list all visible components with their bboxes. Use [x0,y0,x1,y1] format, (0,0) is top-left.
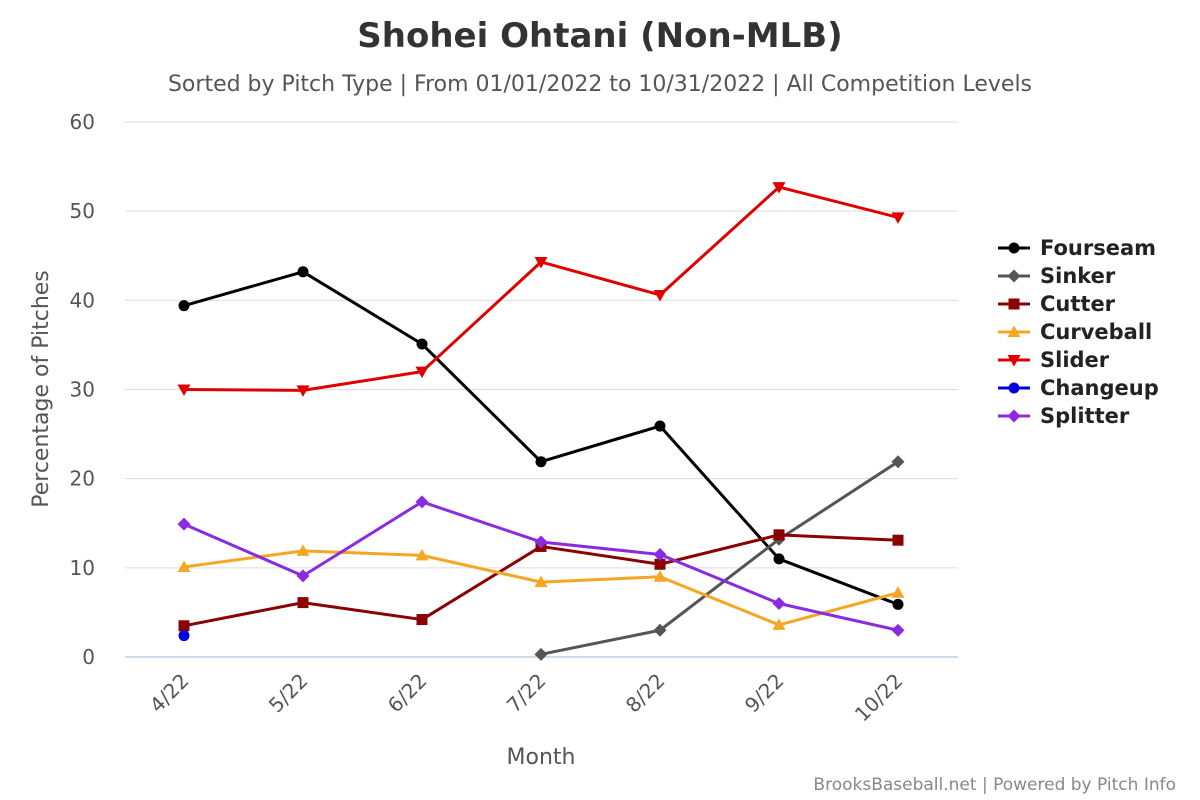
data-point-splitter [891,623,905,637]
data-point-curveball [653,570,667,582]
data-point-splitter [534,535,548,549]
series-curveball [177,544,905,630]
x-axis-ticks: 4/22 5/22 6/22 7/22 8/22 9/22 10/22 [145,669,908,727]
series-line-sinker [539,460,900,656]
data-point-cutter [297,597,309,609]
data-point-cutter [178,620,190,632]
legend-marker-fourseam [1008,242,1020,254]
x-tick-label: 6/22 [383,669,432,718]
legend-marker-splitter [1007,409,1021,423]
credit-text: BrooksBaseball.net | Powered by Pitch In… [813,775,1176,795]
data-point-curveball [296,544,310,556]
data-point-fourseam [654,420,666,432]
x-tick-label: 9/22 [740,669,789,718]
data-point-slider [534,256,548,269]
legend-item-slider[interactable]: Slider [998,348,1110,372]
data-point-curveball [534,575,548,588]
data-point-slider [415,366,429,379]
data-point-slider [891,212,905,224]
x-tick-label: 4/22 [145,669,194,718]
y-tick-label: 20 [70,467,95,491]
data-point-fourseam [773,553,785,565]
y-tick-label: 0 [82,645,95,669]
data-point-fourseam [535,456,547,468]
data-point-fourseam [892,598,904,610]
data-point-cutter [892,534,904,546]
legend-marker-cutter [1008,298,1020,310]
legend-item-changeup[interactable]: Changeup [998,376,1159,400]
series-line-fourseam [182,270,900,606]
legend-label: Changeup [1040,376,1159,400]
data-point-splitter [177,517,191,531]
series-line-slider [182,185,900,392]
legend-label: Cutter [1040,292,1116,316]
data-point-changeup [178,630,190,642]
y-tick-label: 30 [70,378,95,402]
data-point-curveball [415,548,429,561]
legend-label: Slider [1040,348,1110,372]
chart-subtitle: Sorted by Pitch Type | From 01/01/2022 t… [168,72,1032,97]
data-point-splitter [415,495,429,509]
y-axis-ticks: 0 10 20 30 40 50 60 [70,110,95,669]
data-point-sinker [534,647,548,661]
data-point-curveball [772,618,786,630]
series-slider [177,182,905,397]
legend-marker-changeup [1008,382,1020,394]
series-fourseam [178,266,904,610]
legend-item-splitter[interactable]: Splitter [998,404,1130,428]
legend-item-curveball[interactable]: Curveball [998,320,1152,344]
y-tick-label: 40 [70,288,95,312]
chart-title: Shohei Ohtani (Non-MLB) [357,16,842,56]
legend-marker-curveball [1007,325,1021,337]
legend-item-cutter[interactable]: Cutter [998,292,1116,316]
legend-item-sinker[interactable]: Sinker [998,264,1116,288]
legend-marker-sinker [1007,269,1021,283]
data-point-splitter [772,597,786,610]
data-point-fourseam [178,300,190,312]
x-tick-label: 8/22 [621,669,670,718]
legend-label: Fourseam [1040,236,1156,260]
series-lines [177,182,905,661]
y-axis-label: Percentage of Pitches [29,270,54,508]
legend-label: Splitter [1040,404,1130,428]
legend-label: Curveball [1040,320,1152,344]
data-point-slider [296,385,310,397]
data-point-slider [772,182,786,194]
data-point-slider [177,384,191,396]
data-point-splitter [296,569,310,583]
data-point-sinker [653,623,667,637]
data-point-curveball [891,586,905,598]
x-tick-label: 5/22 [264,669,313,718]
y-tick-label: 50 [70,199,95,223]
data-point-cutter [416,614,428,626]
data-point-fourseam [297,266,309,278]
data-point-splitter [653,547,667,561]
series-sinker [534,455,905,661]
legend-item-fourseam[interactable]: Fourseam [998,236,1156,260]
series-line-splitter [182,500,900,632]
y-tick-label: 10 [70,556,95,580]
series-splitter [177,495,905,637]
data-point-sinker [891,455,905,469]
legend-marker-slider [1007,355,1021,367]
data-point-cutter [654,558,666,570]
data-point-cutter [773,529,785,541]
data-point-curveball [177,560,191,572]
y-tick-label: 60 [70,110,95,134]
legend-label: Sinker [1040,264,1116,288]
legend: Fourseam Sinker Cutter Curveball Slider Chang… [998,236,1159,428]
data-point-fourseam [416,338,428,350]
series-changeup [178,630,190,642]
x-tick-label: 10/22 [850,669,908,727]
data-point-slider [653,289,667,302]
x-tick-label: 7/22 [502,669,551,718]
x-axis-label: Month [507,745,576,770]
